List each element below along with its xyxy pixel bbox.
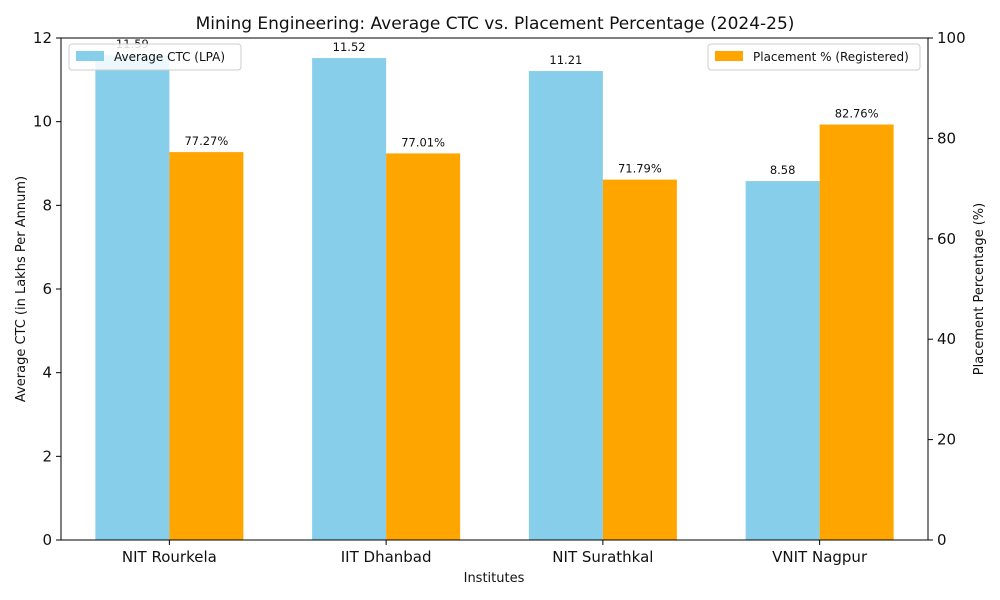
x-axis-label: Institutes: [464, 571, 525, 586]
bar-label-placement-3: 82.76%: [835, 107, 879, 121]
bar-placement-0: [169, 152, 244, 540]
y-right-tick-label-4: 80: [937, 129, 956, 147]
legend-left-swatch: [76, 51, 104, 61]
legend-left: Average CTC (LPA): [68, 43, 242, 71]
bar-ctc-3: [745, 181, 820, 540]
y-left-tick-label-0: 0: [42, 531, 52, 549]
left-axis-ticks: 0 2 4 6 8 10 12: [33, 29, 61, 549]
x-tick-label-3: VNIT Nagpur: [772, 548, 868, 566]
y-right-tick-label-0: 0: [937, 531, 947, 549]
bar-label-placement-0: 77.27%: [184, 134, 228, 148]
bar-ctc-1: [312, 58, 387, 540]
legend-right: Placement % (Registered): [707, 43, 921, 71]
y-right-tick-label-3: 60: [937, 230, 956, 248]
y-left-tick-label-3: 6: [42, 280, 52, 298]
y-right-tick-label-5: 100: [937, 29, 966, 47]
bar-label-ctc-1: 11.52: [333, 40, 366, 54]
x-tick-label-1: IIT Dhanbad: [341, 548, 432, 566]
legend-left-text: Average CTC (LPA): [114, 50, 225, 64]
x-axis-ticks: NIT Rourkela IIT Dhanbad NIT Surathkal VNIT…: [122, 540, 868, 566]
bar-placement-1: [386, 153, 461, 541]
legend-right-swatch: [715, 51, 743, 61]
y-right-tick-label-2: 40: [937, 330, 956, 348]
y-axis-left-label: Average CTC (in Lakhs Per Annum): [14, 176, 29, 402]
right-axis-ticks: 0 20 40 60 80 100: [928, 29, 966, 549]
x-tick-label-2: NIT Surathkal: [552, 548, 653, 566]
bar-label-placement-1: 77.01%: [401, 135, 445, 149]
legend-right-text: Placement % (Registered): [753, 50, 909, 64]
y-axis-right-label: Placement Percentage (%): [972, 203, 987, 375]
chart-title: Mining Engineering: Average CTC vs. Plac…: [196, 14, 795, 34]
y-right-tick-label-1: 20: [937, 431, 956, 449]
bar-label-ctc-2: 11.21: [549, 53, 582, 67]
x-tick-label-0: NIT Rourkela: [122, 548, 217, 566]
bars-group: [95, 55, 894, 541]
bar-placement-3: [819, 124, 894, 540]
y-left-tick-label-2: 4: [42, 364, 52, 382]
bar-labels-group: 11.5977.27%11.5277.01%11.2171.79%8.5882.…: [116, 37, 879, 177]
bar-ctc-0: [95, 55, 170, 540]
bar-ctc-2: [528, 71, 603, 540]
legend-right-frame: [707, 43, 921, 71]
bar-placement-2: [602, 179, 677, 540]
y-left-tick-label-6: 12: [33, 29, 52, 47]
bar-label-placement-2: 71.79%: [618, 162, 662, 176]
y-left-tick-label-1: 2: [42, 447, 52, 465]
y-left-tick-label-4: 8: [42, 196, 52, 214]
legend-left-frame: [68, 43, 242, 71]
bar-label-ctc-3: 8.58: [770, 163, 796, 177]
y-left-tick-label-5: 10: [33, 113, 52, 131]
